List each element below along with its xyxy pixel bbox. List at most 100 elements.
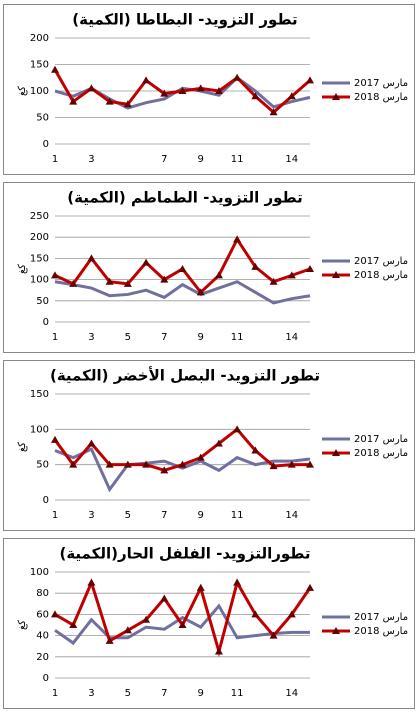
legend-marker xyxy=(332,271,340,278)
legend-label: مارس 2018 xyxy=(354,270,408,281)
point-marker xyxy=(87,84,96,92)
point-marker xyxy=(160,89,169,97)
point-marker xyxy=(178,265,187,272)
chart-title: تطورالتزويد- الفلفل الحار(الكمية) xyxy=(59,545,310,563)
panel-border xyxy=(3,360,415,531)
point-marker xyxy=(251,446,260,454)
legend-label: مارس 2017 xyxy=(354,78,408,89)
x-tick-label: 9 xyxy=(198,688,204,699)
x-tick-label: 7 xyxy=(161,510,167,521)
chart-panel: تطور التزويد- الطماطم (الكمية) 0 50 100 150 2… xyxy=(3,182,415,353)
point-marker xyxy=(287,92,296,100)
legend-label: مارس 2018 xyxy=(354,448,408,459)
y-tick-label: 50 xyxy=(36,296,49,307)
point-marker xyxy=(51,610,59,618)
legend-marker xyxy=(332,627,340,634)
chart-title: تطور التزويد- الطماطم (الكمية) xyxy=(67,189,302,207)
point-marker xyxy=(51,65,59,73)
x-tick-label: 11 xyxy=(231,154,244,165)
y-axis-label: كغ xyxy=(17,620,28,630)
y-tick-label: 50 xyxy=(36,460,49,471)
y-tick-label: 100 xyxy=(30,275,49,286)
x-tick-label: 14 xyxy=(285,332,298,343)
point-marker xyxy=(142,460,151,468)
point-marker xyxy=(196,288,205,296)
y-tick-label: 0 xyxy=(43,673,49,684)
y-tick-label: 200 xyxy=(30,232,49,243)
point-marker xyxy=(233,578,242,586)
point-marker xyxy=(178,621,187,628)
point-marker xyxy=(287,610,296,618)
x-tick-label: 5 xyxy=(125,332,131,343)
point-marker xyxy=(87,254,96,262)
point-marker xyxy=(287,460,296,468)
x-tick-label: 1 xyxy=(52,332,58,343)
point-marker xyxy=(306,265,314,272)
point-marker xyxy=(160,466,169,474)
point-marker xyxy=(214,439,223,447)
point-marker xyxy=(251,262,260,270)
x-tick-label: 7 xyxy=(161,688,167,699)
chart-panel: تطورالتزويد- الفلفل الحار(الكمية) 0 20 40 60… xyxy=(3,538,415,709)
point-marker xyxy=(105,460,114,468)
x-tick-label: 1 xyxy=(52,688,58,699)
point-marker xyxy=(269,462,278,470)
y-axis-label: كغ xyxy=(17,442,28,452)
x-tick-label: 9 xyxy=(198,154,204,165)
point-marker xyxy=(105,277,114,285)
y-tick-label: 150 xyxy=(30,389,49,400)
point-marker xyxy=(69,460,78,468)
point-marker xyxy=(123,626,132,634)
y-axis-label: كغ xyxy=(17,264,28,274)
legend-label: مارس 2017 xyxy=(354,612,408,623)
x-tick-label: 7 xyxy=(161,154,167,165)
point-marker xyxy=(306,460,314,468)
chart-title: تطور التزويد- البصل الأخضر (الكمية) xyxy=(50,367,320,385)
y-tick-label: 100 xyxy=(30,424,49,435)
x-tick-label: 14 xyxy=(285,154,298,165)
point-marker xyxy=(178,87,187,94)
point-marker xyxy=(142,258,151,266)
point-marker xyxy=(178,460,187,468)
x-tick-label: 9 xyxy=(198,510,204,521)
x-tick-label: 11 xyxy=(231,510,244,521)
legend-label: مارس 2018 xyxy=(354,92,408,103)
y-tick-label: 60 xyxy=(36,609,49,620)
x-tick-label: 9 xyxy=(198,332,204,343)
x-tick-label: 7 xyxy=(161,332,167,343)
y-tick-label: 250 xyxy=(30,211,49,222)
point-marker xyxy=(105,636,114,644)
x-tick-label: 14 xyxy=(285,510,298,521)
point-marker xyxy=(214,647,223,655)
x-tick-label: 3 xyxy=(88,332,94,343)
legend-marker xyxy=(332,449,340,456)
point-marker xyxy=(306,583,314,591)
point-marker xyxy=(251,92,260,100)
x-tick-label: 1 xyxy=(52,510,58,521)
point-marker xyxy=(269,108,278,116)
y-tick-label: 80 xyxy=(36,588,49,599)
panel-border xyxy=(3,538,415,709)
y-tick-label: 100 xyxy=(30,567,49,578)
x-tick-label: 11 xyxy=(231,688,244,699)
point-marker xyxy=(123,100,132,108)
x-tick-label: 3 xyxy=(88,510,94,521)
chart-title: تطور التزويد- البطاطا (الكمية) xyxy=(72,11,297,29)
point-marker xyxy=(196,84,205,92)
point-marker xyxy=(69,97,78,105)
legend-label: مارس 2018 xyxy=(354,626,408,637)
point-marker xyxy=(142,76,151,84)
y-tick-label: 150 xyxy=(30,60,49,71)
x-tick-label: 14 xyxy=(285,688,298,699)
point-marker xyxy=(142,615,151,623)
y-tick-label: 150 xyxy=(30,253,49,264)
x-tick-label: 3 xyxy=(88,688,94,699)
x-tick-label: 5 xyxy=(125,510,131,521)
point-marker xyxy=(251,610,260,618)
point-marker xyxy=(69,621,78,628)
chart-panel: تطور التزويد- البصل الأخضر (الكمية) 0 50 10… xyxy=(3,360,415,531)
point-marker xyxy=(87,439,96,447)
y-tick-label: 40 xyxy=(36,631,49,642)
point-marker xyxy=(69,279,78,287)
